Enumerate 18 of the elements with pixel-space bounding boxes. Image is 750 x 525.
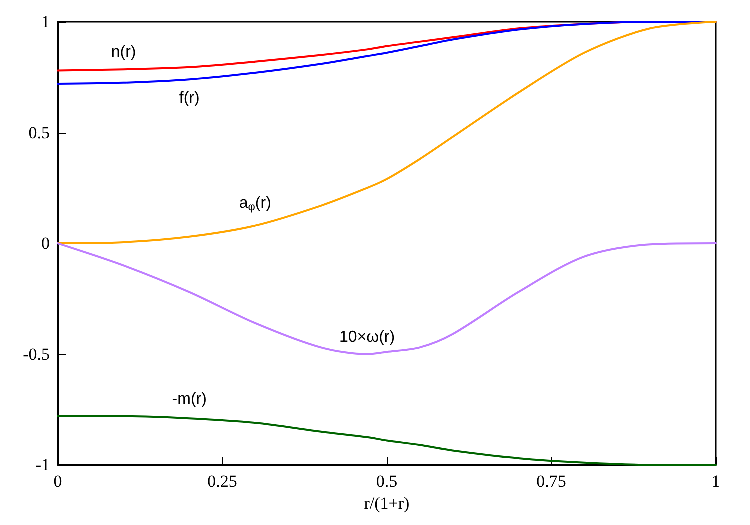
x-axis-title: r/(1+r) — [364, 494, 410, 513]
line-series — [57, 21, 717, 86]
series-label: f(r) — [179, 90, 200, 108]
x-tick-label: 0 — [54, 472, 62, 492]
y-tick-label: 1 — [42, 12, 50, 32]
y-tick-label: 0 — [42, 234, 50, 254]
y-tick-label: -1 — [36, 456, 50, 475]
y-tick-label: 0.5 — [28, 123, 50, 142]
x-tick-label: 1 — [712, 472, 720, 492]
series-label: 10×ω(r) — [339, 328, 396, 346]
line-series — [57, 242, 717, 356]
x-tick-label: 0.75 — [536, 472, 566, 492]
x-tick-label: 0.25 — [208, 472, 238, 492]
series-label: n(r) — [111, 44, 136, 62]
x-tick-label: 0.5 — [376, 472, 398, 492]
series-label: -m(r) — [172, 391, 207, 408]
line-series — [57, 21, 717, 245]
y-tick-label: -0.5 — [23, 344, 50, 364]
